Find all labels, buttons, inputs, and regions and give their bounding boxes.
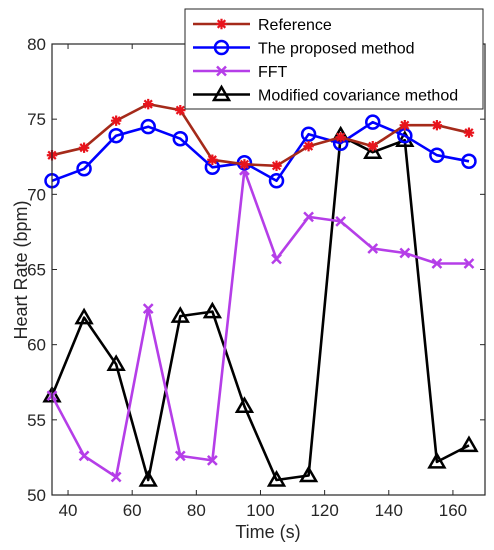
data-point-fft (110, 471, 122, 483)
x-tick-label: 60 (123, 501, 142, 520)
series-reference (46, 98, 475, 171)
legend-item-reference: Reference (193, 17, 332, 34)
x-tick-label: 80 (187, 501, 206, 520)
data-point-modified-covariance-method (459, 435, 479, 453)
legend: Reference The proposed method FFT Modified … (184, 8, 484, 110)
legend-label: Modified covariance method (258, 88, 458, 105)
data-point-the-proposed-method (268, 173, 285, 189)
legend-marker (216, 18, 227, 30)
data-point-reference (335, 132, 346, 143)
data-point-fft (206, 455, 218, 466)
legend-marker (216, 65, 227, 77)
data-point-modified-covariance-method (138, 469, 158, 487)
x-tick-label: 40 (59, 501, 78, 520)
data-point-fft (303, 211, 314, 223)
data-point-reference (239, 159, 250, 170)
x-axis: 40 60 80 100 120 140 160 (59, 44, 467, 520)
data-point-reference (431, 119, 443, 131)
x-tick-label: 160 (439, 501, 467, 520)
legend-label: FFT (258, 64, 288, 81)
legend-label: Reference (258, 17, 332, 34)
data-point-the-proposed-method (76, 161, 92, 177)
data-point-fft (463, 258, 475, 269)
data-point-fft (142, 303, 154, 314)
data-point-modified-covariance-method (202, 301, 223, 319)
data-point-fft (367, 243, 379, 254)
data-point-fft (431, 258, 443, 269)
y-tick-label: 60 (27, 336, 46, 355)
data-point-the-proposed-method (300, 126, 317, 142)
data-point-reference (110, 115, 122, 126)
y-axis-title: Heart Rate (bpm) (11, 200, 31, 339)
data-point-reference (303, 141, 314, 152)
data-point-the-proposed-method (108, 127, 124, 144)
data-point-modified-covariance-method (106, 354, 126, 371)
data-point-the-proposed-method (429, 147, 445, 163)
data-point-reference (367, 141, 378, 152)
series-line-fft (50, 169, 469, 479)
data-point-fft (399, 247, 411, 259)
y-axis: 50 55 60 65 70 75 80 (27, 35, 485, 505)
data-point-fft (271, 253, 282, 265)
legend-label: The proposed method (258, 41, 415, 58)
legend-marker (213, 39, 230, 56)
data-point-reference (463, 127, 475, 138)
data-point-modified-covariance-method (363, 142, 383, 159)
data-point-the-proposed-method (461, 153, 477, 170)
data-point-reference (207, 154, 218, 165)
data-point-modified-covariance-method (74, 307, 94, 325)
y-tick-label: 70 (27, 185, 46, 204)
x-tick-label: 100 (246, 501, 274, 520)
data-point-modified-covariance-method (427, 451, 447, 469)
data-point-the-proposed-method (172, 130, 189, 147)
legend-item-fft: FFT (193, 64, 288, 81)
legend-marker (211, 84, 232, 102)
legend-item-modified-covariance-method: Modified covariance method (193, 84, 458, 105)
y-tick-label: 55 (27, 411, 46, 430)
data-point-fft (335, 216, 347, 227)
data-point-fft (78, 450, 90, 462)
data-point-modified-covariance-method (266, 469, 287, 487)
plot-area (52, 44, 485, 495)
data-point-reference (175, 104, 186, 116)
y-tick-label: 80 (27, 35, 46, 54)
data-point-the-proposed-method (364, 114, 381, 130)
x-axis-title: Time (s) (235, 522, 300, 542)
legend-box (184, 8, 484, 110)
data-point-the-proposed-method (140, 118, 156, 135)
y-tick-label: 65 (27, 261, 46, 280)
data-point-modified-covariance-method (170, 306, 190, 323)
data-point-fft (174, 450, 186, 462)
data-point-reference (399, 119, 411, 131)
legend-item-the-proposed-method: The proposed method (193, 39, 415, 58)
x-tick-label: 120 (310, 501, 338, 520)
data-series (42, 98, 479, 487)
data-point-modified-covariance-method (234, 396, 255, 414)
data-point-modified-covariance-method (298, 465, 319, 483)
series-fft (46, 164, 475, 483)
x-tick-label: 140 (375, 501, 403, 520)
data-point-reference (78, 142, 90, 153)
y-tick-label: 75 (27, 110, 46, 129)
data-point-reference (143, 98, 154, 110)
series-line-reference (51, 102, 470, 168)
y-tick-label: 50 (27, 486, 46, 505)
data-point-reference (271, 160, 282, 171)
